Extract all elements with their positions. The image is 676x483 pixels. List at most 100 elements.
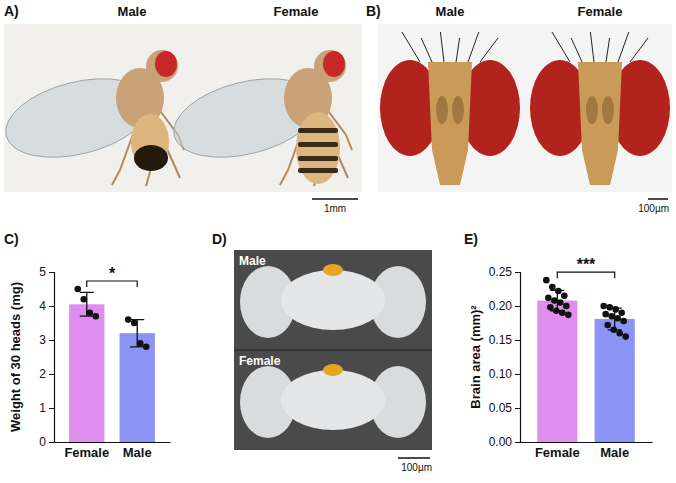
data-point bbox=[557, 299, 564, 306]
axis-line bbox=[49, 273, 55, 443]
data-point bbox=[614, 315, 621, 322]
tick-mark bbox=[49, 340, 54, 341]
antenna bbox=[602, 96, 614, 124]
tick-label: 0.25 bbox=[489, 265, 513, 279]
tick-mark bbox=[515, 272, 520, 273]
panel-letter: E) bbox=[464, 231, 478, 247]
tick-label: 0 bbox=[39, 435, 46, 449]
eye bbox=[323, 51, 345, 77]
data-point bbox=[555, 288, 562, 295]
scale-bar bbox=[312, 198, 358, 200]
data-point bbox=[543, 277, 550, 284]
tick-label: 2 bbox=[39, 367, 46, 381]
data-point bbox=[563, 303, 570, 310]
tick: 0.20 bbox=[489, 299, 520, 313]
brain bbox=[240, 264, 426, 338]
tick: 0.05 bbox=[489, 401, 520, 415]
figure: A)B)C)D)E)MaleFemale1mmMaleFemale100µmMa… bbox=[0, 0, 676, 483]
antenna bbox=[436, 96, 448, 124]
data-point bbox=[608, 313, 615, 320]
tick: Female bbox=[535, 442, 580, 460]
head bbox=[146, 50, 178, 82]
error-bar-line bbox=[550, 290, 564, 310]
fly bbox=[0, 50, 184, 186]
tick-mark bbox=[515, 340, 520, 341]
tick: 0 bbox=[39, 435, 54, 449]
significance-label: *** bbox=[577, 256, 596, 273]
data-point bbox=[549, 284, 556, 291]
chart: 0.000.050.100.150.200.25FemaleMaleBrain … bbox=[468, 256, 653, 460]
tick: 2 bbox=[39, 367, 54, 381]
significance-label: * bbox=[109, 265, 116, 282]
fly bbox=[165, 50, 352, 186]
face bbox=[578, 62, 622, 185]
photo-label: Male bbox=[118, 4, 147, 19]
data-point bbox=[604, 322, 611, 329]
bristle bbox=[480, 38, 498, 62]
y-axis: 012345 bbox=[39, 265, 54, 449]
tick-label: 0.05 bbox=[489, 401, 513, 415]
plot-area bbox=[537, 277, 635, 442]
photo-label: Female bbox=[274, 4, 319, 19]
tick-label: 3 bbox=[39, 333, 46, 347]
scale-bar-label: 100µm bbox=[401, 462, 432, 473]
panel-d: MaleFemale100µm bbox=[234, 250, 432, 473]
bristle bbox=[571, 38, 582, 62]
tick-mark bbox=[515, 374, 520, 375]
photo-label: Male bbox=[436, 4, 465, 19]
axis-line bbox=[515, 273, 521, 443]
stripe bbox=[298, 128, 338, 133]
abdomen-tip bbox=[134, 145, 168, 171]
tick-label: 4 bbox=[39, 299, 46, 313]
tick-mark bbox=[515, 408, 520, 409]
central-brain bbox=[281, 370, 385, 430]
data-point bbox=[551, 297, 558, 304]
stripe bbox=[298, 156, 338, 161]
scale-bar-label: 100µm bbox=[638, 203, 669, 214]
ocelli bbox=[323, 364, 343, 376]
tick: 0.15 bbox=[489, 333, 520, 347]
head bbox=[530, 32, 670, 185]
error-bar bbox=[608, 308, 622, 330]
data-point bbox=[80, 296, 87, 303]
data-point bbox=[131, 320, 138, 327]
data-point bbox=[561, 293, 568, 300]
data-point bbox=[602, 311, 609, 318]
bar bbox=[595, 319, 635, 442]
bristle bbox=[606, 38, 610, 62]
tick: 0.00 bbox=[489, 435, 520, 449]
abdomen bbox=[296, 112, 340, 184]
bristle bbox=[440, 32, 444, 62]
panel-letter: C) bbox=[4, 231, 19, 247]
central-brain bbox=[281, 270, 385, 330]
tick-label: 0.10 bbox=[489, 367, 513, 381]
error-bar bbox=[550, 290, 564, 310]
face bbox=[428, 62, 472, 185]
panel-letter: B) bbox=[366, 3, 381, 19]
data-point bbox=[622, 333, 629, 340]
data-point bbox=[618, 310, 625, 317]
bristle bbox=[402, 32, 420, 62]
photo-label: Female bbox=[239, 354, 281, 368]
tick-mark bbox=[49, 442, 54, 443]
y-axis: 0.00 0.05 0.10 0.15 0.20 0.25 bbox=[489, 265, 521, 449]
data-point bbox=[600, 303, 607, 310]
tick-label: 0.00 bbox=[489, 435, 513, 449]
tick: 5 bbox=[39, 265, 54, 279]
tick: 3 bbox=[39, 333, 54, 347]
panel-letter: A) bbox=[4, 3, 19, 19]
data-point bbox=[547, 304, 554, 311]
scale-bar-label: 1mm bbox=[324, 203, 346, 214]
photo-divider bbox=[234, 349, 432, 351]
tick: Male bbox=[600, 442, 629, 460]
axis-line bbox=[521, 442, 653, 443]
scale-bar bbox=[398, 457, 430, 459]
tick: 4 bbox=[39, 299, 54, 313]
head bbox=[314, 50, 346, 82]
bristle bbox=[468, 32, 479, 62]
error-bar bbox=[80, 292, 94, 316]
error-bar-line bbox=[608, 308, 622, 330]
plot-area bbox=[69, 286, 155, 442]
error-bar-line bbox=[130, 320, 144, 347]
tick-label: Female bbox=[64, 445, 109, 460]
